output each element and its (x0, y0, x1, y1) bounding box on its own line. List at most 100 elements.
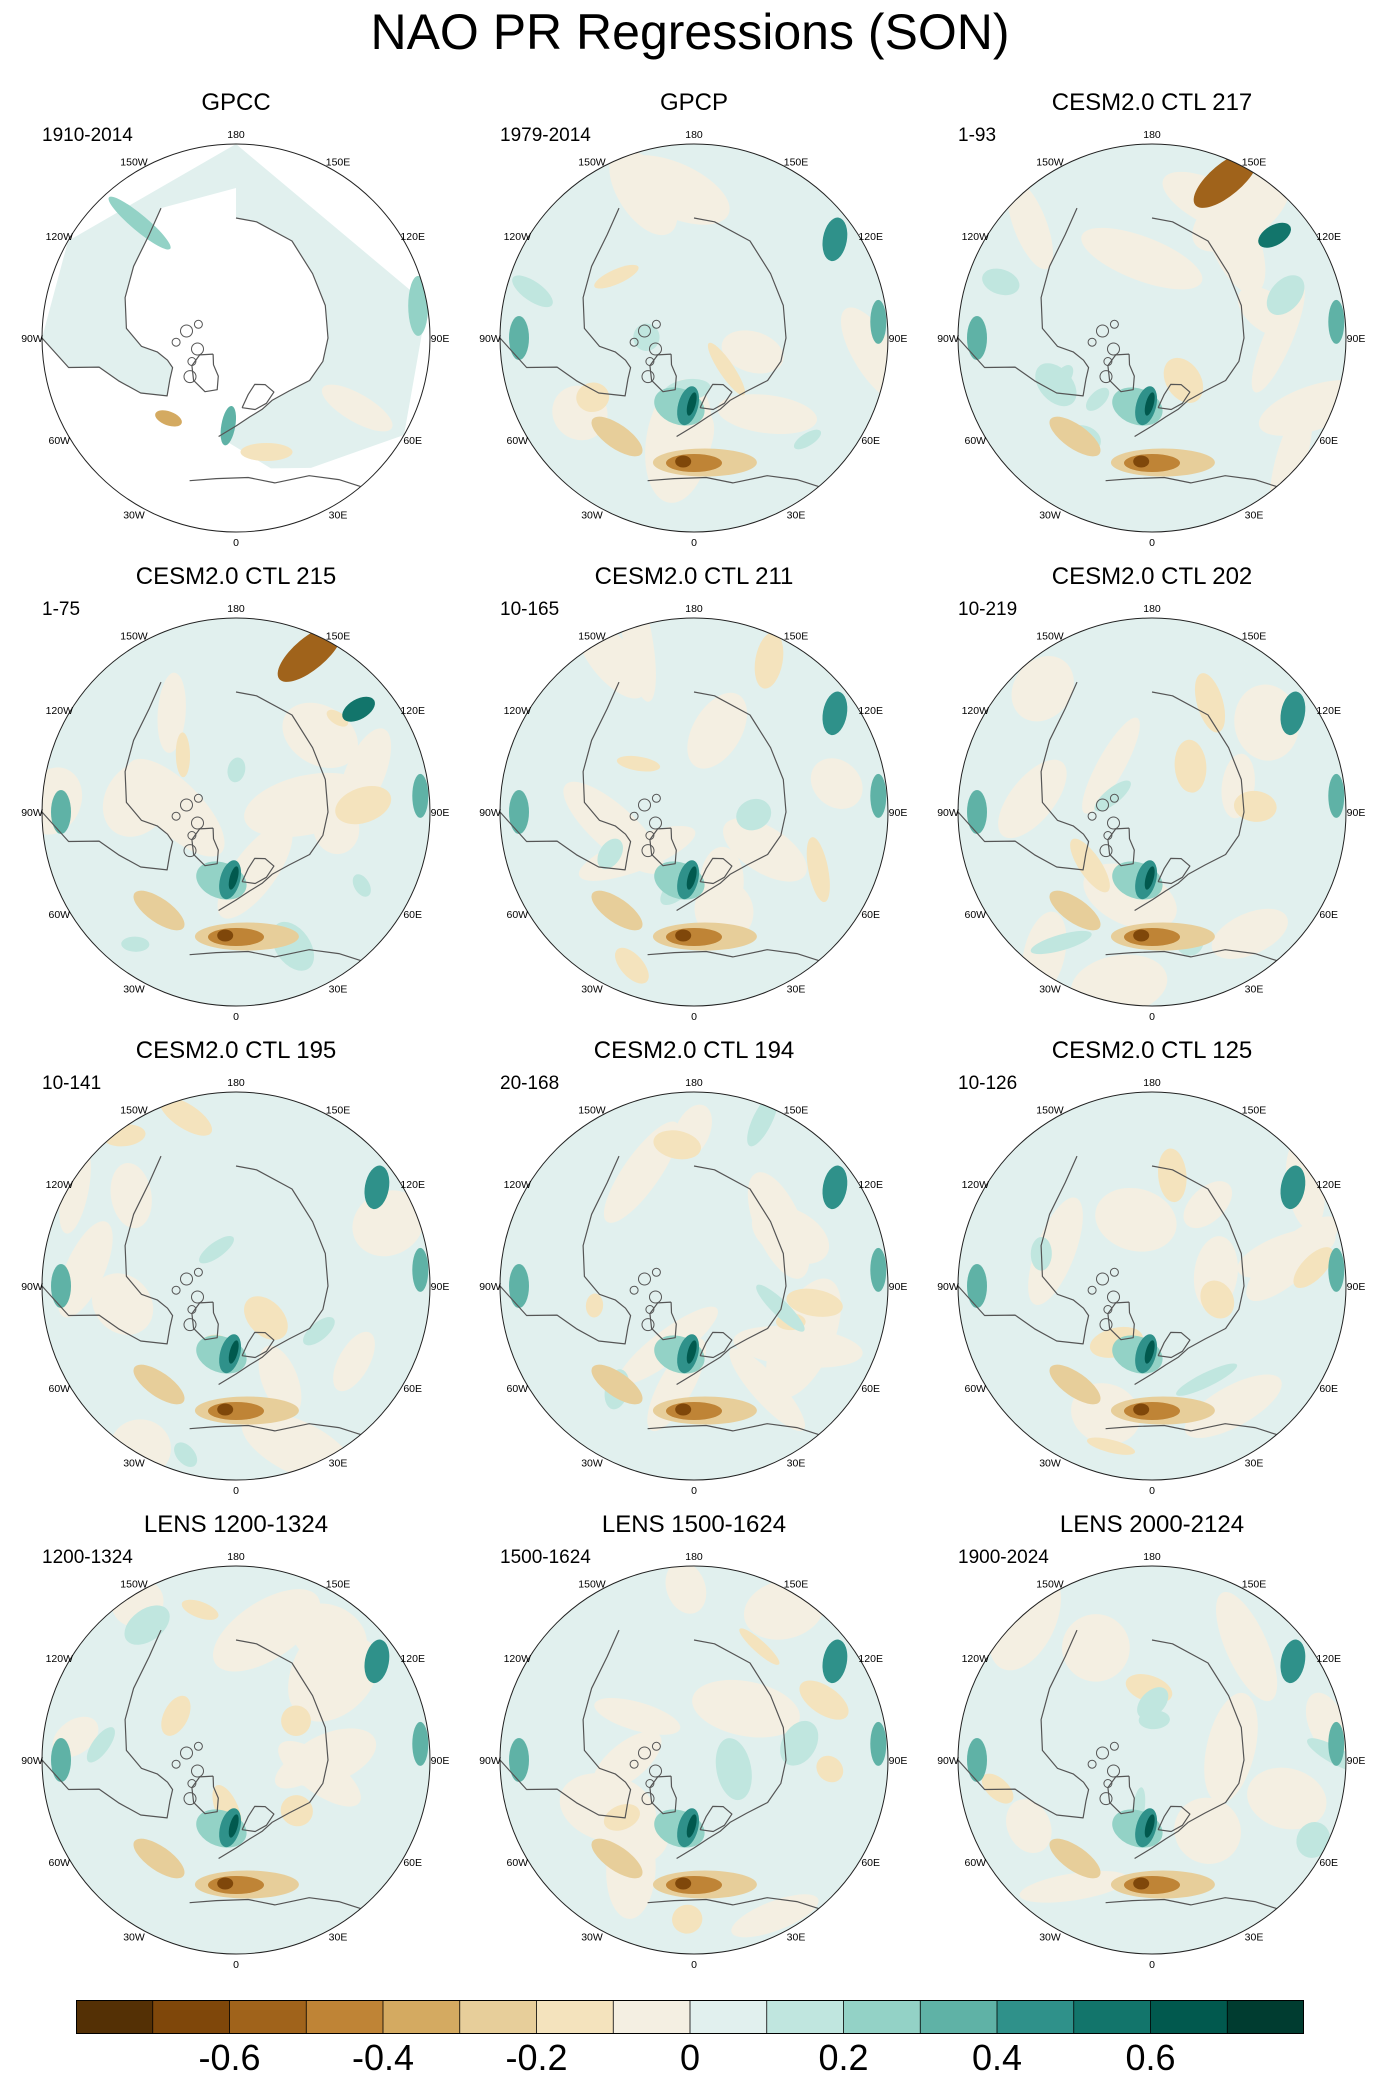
longitude-label: 90E (889, 807, 908, 819)
panel-title: CESM2.0 CTL 215 (135, 563, 337, 590)
weak-anomaly (1006, 1799, 1052, 1854)
longitude-label: 120E (1316, 1179, 1341, 1191)
longitude-label: 0 (233, 1011, 239, 1023)
longitude-label: 60E (1319, 1857, 1338, 1869)
longitude-label: 90E (431, 807, 450, 819)
wet-anomaly (967, 1264, 987, 1308)
longitude-label: 60E (861, 435, 880, 447)
polar-map: 180 150E 120E 90E 60E 30E 0 30W 60W 90W 120W 150W (479, 1551, 907, 1971)
coastline-arctic-island (641, 1318, 655, 1332)
coastline-arctic-island (641, 370, 655, 384)
polar-map: 180 150E 120E 90E 60E 30E 0 30W 60W 90W 120W 150W (937, 603, 1365, 1023)
coastline-scandinavia (1157, 857, 1191, 885)
regression-field (500, 1566, 888, 1954)
coastline-arctic-island (641, 1792, 655, 1806)
anomaly-patch (982, 268, 1020, 296)
polar-map: 180 150E 120E 90E 60E 30E 0 30W 60W 90W 120W 150W (937, 1551, 1365, 1971)
coastline-eurasia (676, 691, 787, 912)
panel-title: CESM2.0 CTL 195 (135, 1037, 337, 1064)
anomaly-patch (1233, 790, 1277, 822)
weak-anomaly (665, 1566, 707, 1614)
longitude-label: 30W (1039, 1932, 1061, 1944)
longitude-label: 150W (1036, 630, 1064, 642)
coastline-north-america (42, 1629, 174, 1819)
panel-title: CESM2.0 CTL 217 (1051, 89, 1253, 116)
coastline-scandinavia (241, 857, 275, 885)
anomaly-patch (174, 1442, 198, 1467)
longitude-label: 120W (504, 705, 532, 717)
dry-anomaly (155, 410, 182, 427)
weak-anomaly (1211, 908, 1288, 959)
map-panel: 180 150E 120E 90E 60E 30E 0 30W 60W 90W 120W 150W GP… (6, 88, 466, 562)
coastline-africa (647, 1423, 819, 1436)
wet-anomaly (870, 773, 887, 818)
coastline-north-america (500, 681, 632, 871)
wet-anomaly (1328, 299, 1345, 344)
longitude-label: 90E (1347, 1281, 1366, 1293)
coastline-arctic-island (645, 1779, 655, 1788)
coastline-arctic-island (1096, 1272, 1109, 1286)
longitude-label: 60W (49, 435, 71, 447)
dry-anomaly (1133, 1877, 1150, 1890)
coastline-arctic-island (171, 1759, 181, 1769)
polar-map: 180 150E 120E 90E 60E 30E 0 30W 60W 90W 120W 150W (937, 129, 1365, 549)
longitude-label: 120W (962, 1653, 990, 1665)
coastline-arctic-island (1087, 337, 1097, 347)
coastline-arctic-island (1087, 811, 1097, 821)
longitude-label: 30W (123, 1458, 145, 1470)
coastline-arctic-island (651, 319, 661, 329)
longitude-label: 150W (120, 156, 148, 168)
longitude-label: 180 (685, 1551, 703, 1563)
longitude-label: 60W (965, 909, 987, 921)
dry-anomaly (591, 890, 643, 931)
dry-anomaly (1133, 1403, 1150, 1416)
anomaly-patch (594, 264, 639, 289)
regression-field (42, 1566, 430, 1954)
map-boundary (41, 1565, 431, 1955)
longitude-label: 150E (326, 630, 351, 642)
weak-anomaly (1251, 282, 1305, 393)
weak-anomaly (747, 1172, 810, 1279)
anomaly-patch (799, 1680, 849, 1720)
coastline-arctic-island (183, 1318, 197, 1332)
longitude-label: 0 (691, 537, 697, 549)
wet-anomaly (412, 1721, 429, 1766)
coastline-greenland (649, 1301, 677, 1341)
wet-anomaly (822, 1639, 848, 1684)
anomaly-patch (1194, 673, 1226, 733)
anomaly-patch (1137, 1687, 1169, 1719)
wet-anomaly (51, 1264, 71, 1308)
colorbar-swatch (1150, 2000, 1228, 2034)
longitude-label: 90W (479, 1755, 501, 1767)
longitude-label: 60W (507, 1383, 529, 1395)
wet-anomaly (364, 1639, 390, 1684)
longitude-label: 60W (49, 1383, 71, 1395)
longitude-label: 30E (787, 510, 806, 522)
longitude-label: 150E (1242, 1578, 1267, 1590)
coastline-arctic-island (638, 798, 651, 812)
panel-title: CESM2.0 CTL 194 (593, 1037, 795, 1064)
coastline-arctic-island (629, 1759, 639, 1769)
anomaly-patch (585, 1293, 604, 1318)
panel-period: 1-75 (42, 599, 81, 620)
anomaly-patch (326, 709, 349, 727)
longitude-label: 30E (329, 984, 348, 996)
weak-anomaly (1095, 1187, 1177, 1252)
longitude-label: 30W (1039, 1458, 1061, 1470)
longitude-label: 150E (1242, 1104, 1267, 1116)
colorbar-tick-label: 0.6 (1125, 2037, 1176, 2078)
dry-anomaly (666, 454, 722, 472)
longitude-label: 150W (120, 1578, 148, 1590)
anomaly-patch (280, 1795, 313, 1827)
weak-anomaly (687, 692, 748, 769)
anomaly-patch (303, 1317, 335, 1346)
wet-anomaly (412, 1247, 429, 1292)
anomaly-patch (1086, 1437, 1136, 1455)
wet-anomaly (228, 1340, 239, 1364)
longitude-label: 150W (578, 156, 606, 168)
longitude-label: 0 (691, 1959, 697, 1971)
land-data-eurasia (218, 144, 428, 469)
dry-anomaly (217, 1403, 234, 1416)
panel-period: 1900-2024 (958, 1547, 1049, 1568)
weak-anomaly (1234, 684, 1300, 761)
